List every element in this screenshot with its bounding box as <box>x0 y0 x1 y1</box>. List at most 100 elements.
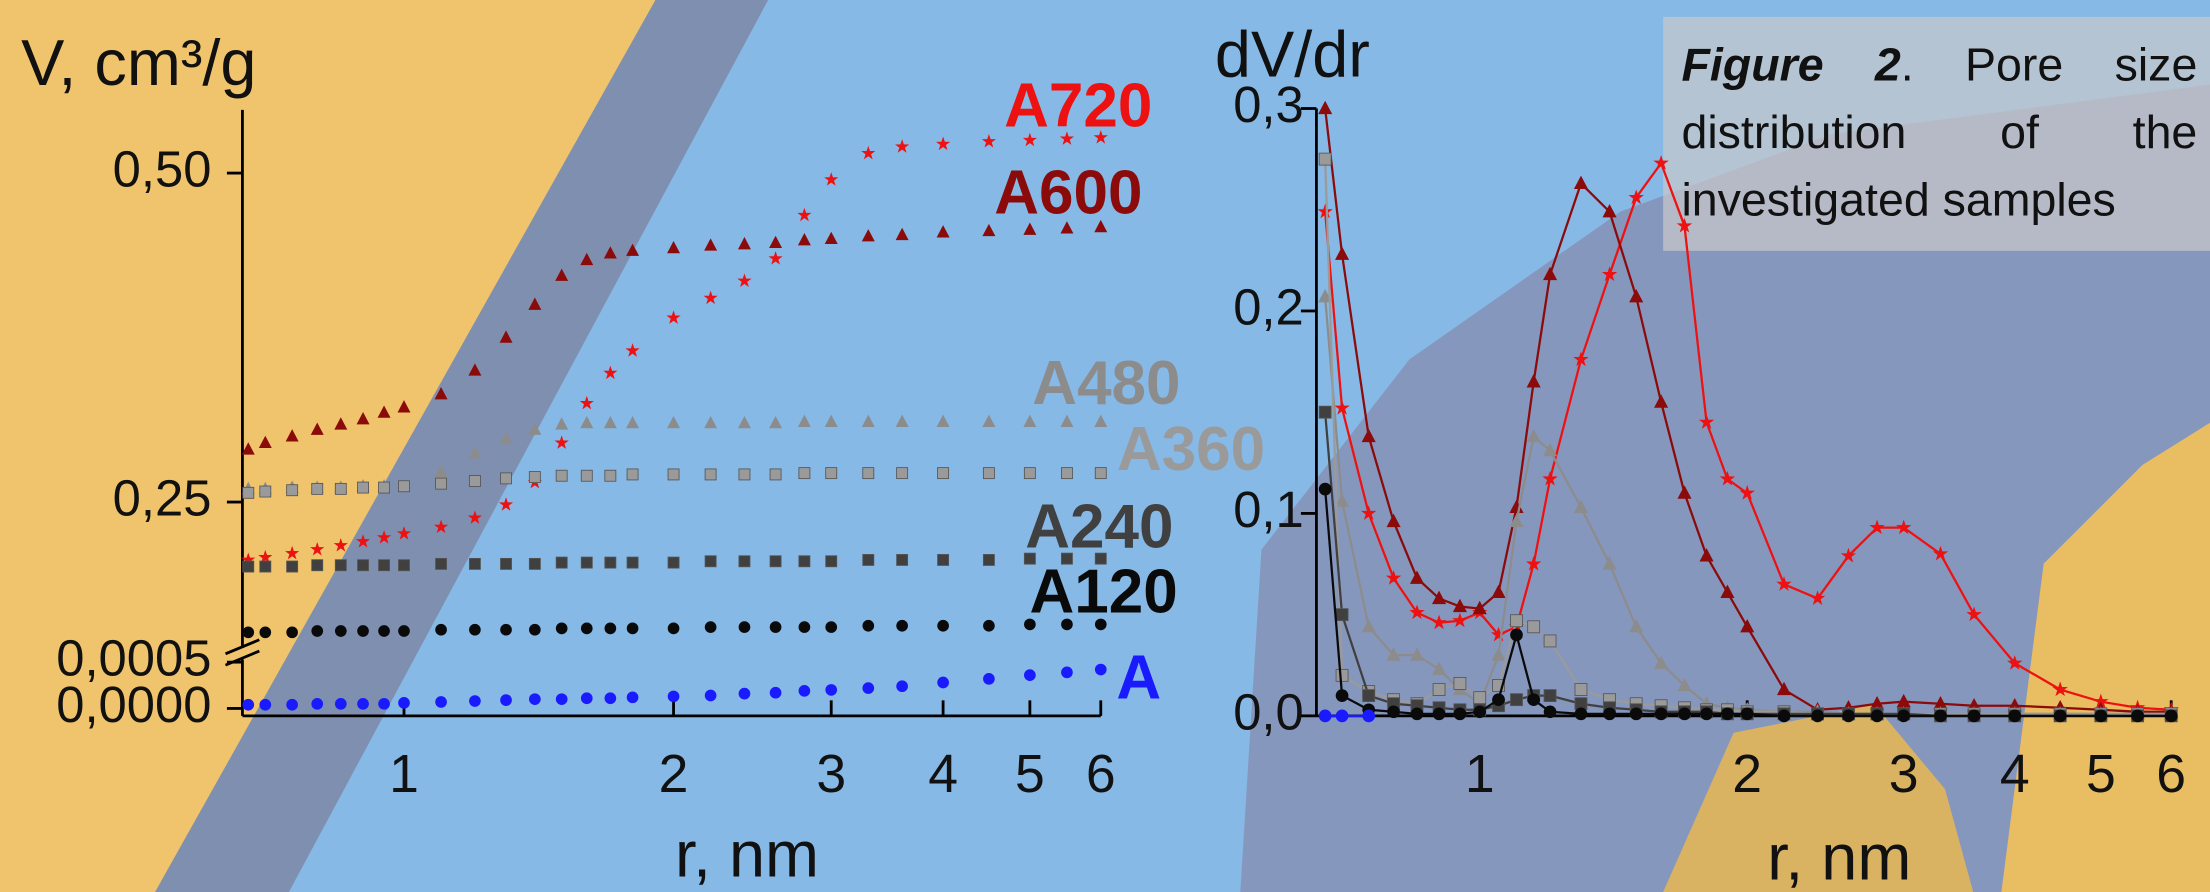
marker <box>770 469 781 480</box>
marker <box>938 554 949 565</box>
marker <box>937 620 949 632</box>
marker <box>1842 710 1855 723</box>
marker <box>897 468 908 479</box>
page: V, cm³/g r, nm dV/dr r, nm Figure 2. Por… <box>0 0 2210 892</box>
marker <box>1527 693 1540 706</box>
x-axis-title: r, nm <box>675 818 819 891</box>
x-tick-label: 4 <box>2000 745 2030 804</box>
marker <box>556 623 568 635</box>
y-tick-label: 0,2 <box>1233 278 1304 335</box>
marker <box>983 554 994 565</box>
marker <box>739 556 750 567</box>
marker <box>581 623 593 635</box>
marker <box>435 696 447 708</box>
marker <box>705 469 716 480</box>
marker <box>1061 468 1072 479</box>
y-tick-label: 0,0 <box>1233 683 1304 740</box>
marker <box>668 557 679 568</box>
marker <box>1721 707 1734 720</box>
x-tick-label: 3 <box>1889 745 1919 804</box>
marker <box>1544 705 1557 718</box>
marker <box>1575 707 1588 720</box>
y-tick-label: 0,25 <box>113 469 212 526</box>
marker <box>287 485 298 496</box>
marker <box>529 472 540 483</box>
marker <box>2165 710 2178 723</box>
series-label: A600 <box>994 159 1142 228</box>
marker <box>398 481 409 492</box>
marker <box>1363 690 1375 702</box>
marker <box>501 473 512 484</box>
marker <box>556 693 568 705</box>
marker <box>1511 615 1523 627</box>
marker <box>1603 707 1616 720</box>
marker <box>799 621 811 633</box>
marker <box>668 691 680 703</box>
marker <box>529 693 541 705</box>
marker <box>739 621 751 633</box>
marker <box>605 470 616 481</box>
marker <box>1474 692 1486 704</box>
marker <box>1492 693 1505 706</box>
marker <box>896 680 908 692</box>
marker <box>983 468 994 479</box>
x-tick-label: 1 <box>389 745 419 804</box>
marker <box>312 560 323 571</box>
marker <box>862 620 874 632</box>
marker <box>260 561 271 572</box>
marker <box>335 483 346 494</box>
x-tick-label: 2 <box>1732 745 1762 804</box>
series-label: A360 <box>1117 415 1265 484</box>
marker <box>1336 689 1349 702</box>
marker <box>1968 710 1981 723</box>
marker <box>436 558 447 569</box>
marker <box>312 483 323 494</box>
marker <box>335 625 347 637</box>
marker <box>242 699 254 711</box>
marker <box>770 687 782 699</box>
marker <box>1362 710 1375 723</box>
marker <box>1336 710 1349 723</box>
marker <box>1934 710 1947 723</box>
x-tick-label: 4 <box>928 745 958 804</box>
marker <box>1411 707 1424 720</box>
marker <box>335 698 347 710</box>
marker <box>627 557 638 568</box>
marker <box>826 468 837 479</box>
marker <box>469 624 481 636</box>
x-tick-label: 5 <box>2086 745 2116 804</box>
y-tick-label: 0,0005 <box>56 630 211 687</box>
marker <box>581 557 592 568</box>
marker <box>311 698 323 710</box>
marker <box>469 475 480 486</box>
marker <box>1778 710 1791 723</box>
marker <box>1528 621 1540 633</box>
marker <box>378 698 390 710</box>
marker <box>605 623 617 635</box>
marker <box>287 561 298 572</box>
marker <box>627 692 639 704</box>
marker <box>739 469 750 480</box>
x-tick-label: 2 <box>659 745 689 804</box>
marker <box>398 625 410 637</box>
marker <box>1700 707 1713 720</box>
marker <box>938 468 949 479</box>
marker <box>897 554 908 565</box>
series-label: A240 <box>1025 493 1173 562</box>
marker <box>435 624 447 636</box>
caption-label: Figure 2 <box>1681 38 1900 90</box>
marker <box>1095 664 1107 676</box>
marker <box>1473 705 1486 718</box>
marker <box>556 557 567 568</box>
marker <box>770 621 782 633</box>
marker <box>1387 705 1400 718</box>
marker <box>705 621 717 633</box>
x-tick-label: 1 <box>1465 745 1495 804</box>
marker <box>799 685 811 697</box>
marker <box>1319 406 1331 418</box>
marker <box>357 698 369 710</box>
marker <box>896 620 908 632</box>
marker <box>983 620 995 632</box>
marker <box>770 556 781 567</box>
y-tick-label: 0,50 <box>113 140 212 197</box>
